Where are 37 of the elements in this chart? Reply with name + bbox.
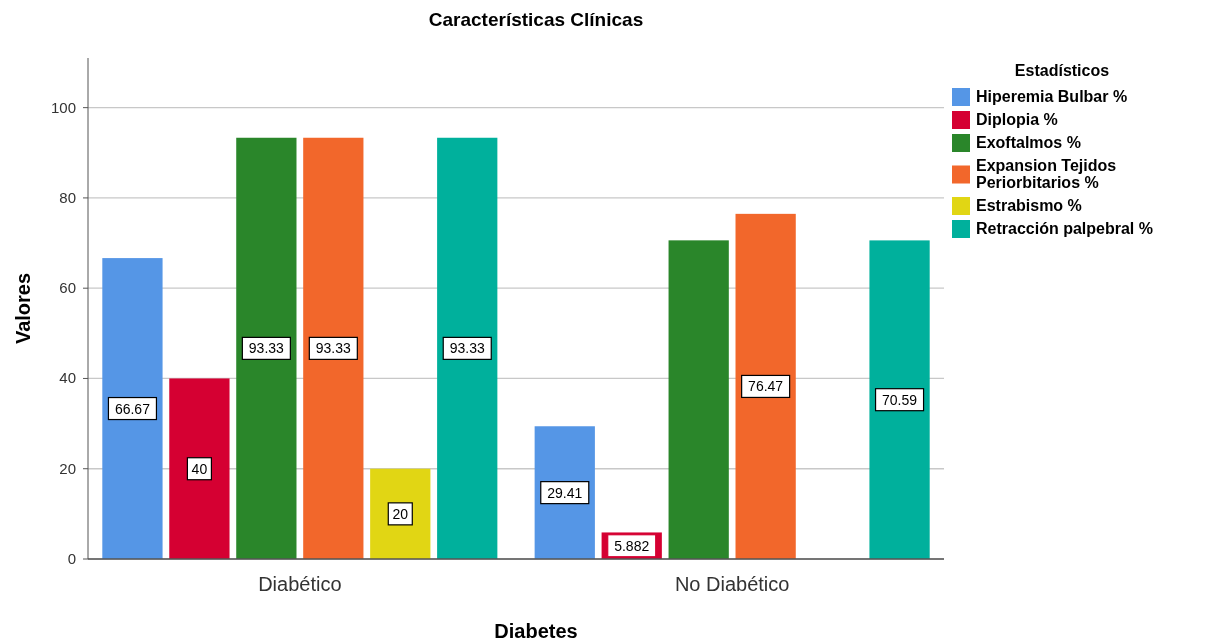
- bar: [437, 137, 498, 559]
- legend-label: Hiperemia Bulbar %: [976, 88, 1128, 105]
- bar: [869, 240, 930, 559]
- legend-title: Estadísticos: [1014, 62, 1110, 79]
- data-label: 5.882: [614, 537, 650, 554]
- legend-label: Estrabismo %: [976, 197, 1082, 214]
- data-label: 93.33: [449, 340, 485, 357]
- data-label: 70.59: [882, 391, 918, 408]
- y-axis-title: Valores: [12, 272, 34, 345]
- bar: [169, 378, 230, 559]
- x-tick-label: Diabético: [258, 573, 342, 595]
- legend-label: Exoftalmos %: [976, 134, 1081, 151]
- data-label: 93.33: [315, 340, 352, 357]
- data-label: 40: [191, 460, 208, 477]
- y-tick-label: 0: [67, 550, 76, 567]
- data-label: 29.41: [547, 484, 583, 501]
- y-tick-label: 60: [59, 279, 76, 297]
- y-tick-label: 100: [50, 98, 76, 116]
- chart-title: Características Clínicas: [428, 9, 644, 30]
- bar: [303, 137, 364, 559]
- legend-label: Expansion Tejidos Periorbitarios %: [976, 157, 1117, 191]
- bar: [735, 213, 796, 559]
- bar: [236, 137, 297, 559]
- y-tick-label: 20: [59, 459, 76, 477]
- data-label: 66.67: [114, 400, 151, 417]
- data-label: 20: [392, 505, 409, 522]
- bar: [370, 468, 431, 559]
- bar: [102, 258, 163, 559]
- legend-label: Retracción palpebral %: [976, 220, 1153, 237]
- legend-label: Diplopia %: [976, 111, 1058, 128]
- y-tick-label: 40: [59, 369, 76, 387]
- data-label: 76.47: [748, 378, 784, 395]
- data-label: 93.33: [248, 340, 285, 357]
- y-tick-label: 80: [59, 188, 76, 206]
- x-tick-label: No Diabético: [674, 573, 790, 595]
- bar: [668, 240, 729, 559]
- x-axis-title: Diabetes: [494, 620, 578, 642]
